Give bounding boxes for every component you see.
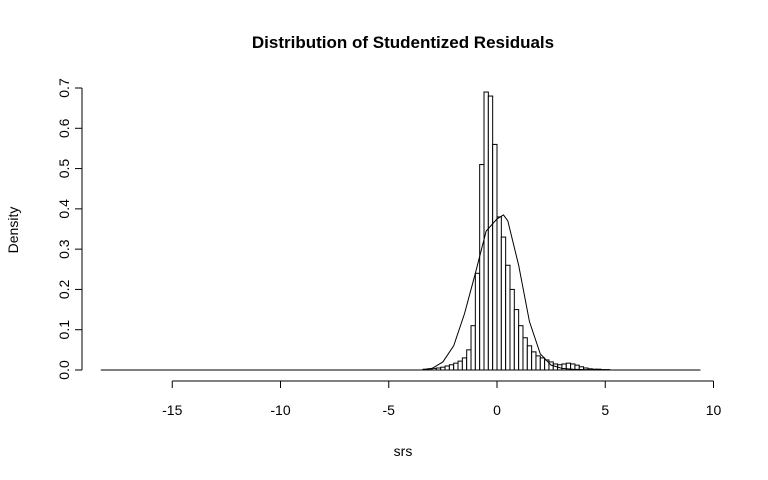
y-tick-label: 0.1 [56, 320, 72, 340]
x-tick-label: -5 [383, 402, 396, 418]
histogram-bar [505, 264, 511, 371]
histogram-bars [422, 91, 611, 371]
histogram-bar [531, 351, 537, 371]
histogram-bar [539, 357, 546, 371]
x-tick-label: 5 [601, 402, 609, 418]
histogram-bar [513, 309, 520, 371]
y-tick-label: 0.6 [56, 118, 72, 138]
y-tick-label: 0.3 [56, 239, 72, 259]
histogram-bar [470, 325, 476, 371]
histogram-bar [509, 288, 515, 371]
y-axis-label: Density [5, 207, 21, 254]
histogram-bar [457, 360, 463, 371]
histogram-bar [535, 355, 541, 371]
histogram-bar [444, 365, 450, 371]
y-tick-label: 0.5 [56, 159, 72, 179]
histogram-bar [544, 359, 550, 371]
histogram-bar [518, 325, 524, 371]
x-axis: -15 -10 -5 0 5 10 [162, 380, 722, 418]
chart-title: Distribution of Studentized Residuals [252, 33, 554, 52]
histogram-bar [500, 236, 507, 371]
y-axis: 0.0 0.1 0.2 0.3 0.4 0.5 0.6 0.7 [56, 78, 83, 380]
x-tick-label: 10 [706, 402, 722, 418]
x-tick-label: 0 [493, 402, 501, 418]
density-curve [421, 214, 606, 371]
histogram-bar [453, 362, 459, 371]
histogram-bar [461, 357, 468, 371]
x-axis-label: srs [394, 443, 413, 459]
histogram-bar [492, 143, 498, 371]
histogram-bar [522, 337, 528, 371]
y-tick-label: 0.2 [56, 279, 72, 299]
histogram-bar [448, 364, 455, 371]
histogram-bar [466, 349, 472, 371]
histogram-bar [474, 272, 481, 371]
y-tick-label: 0.7 [56, 78, 72, 98]
histogram-bar [496, 216, 502, 371]
y-tick-label: 0.4 [56, 199, 72, 219]
x-tick-label: -10 [270, 402, 290, 418]
histogram-bar [487, 95, 494, 371]
histogram-bar [479, 164, 485, 371]
x-tick-label: -15 [162, 402, 182, 418]
histogram-bar [526, 345, 533, 371]
y-tick-label: 0.0 [56, 360, 72, 380]
